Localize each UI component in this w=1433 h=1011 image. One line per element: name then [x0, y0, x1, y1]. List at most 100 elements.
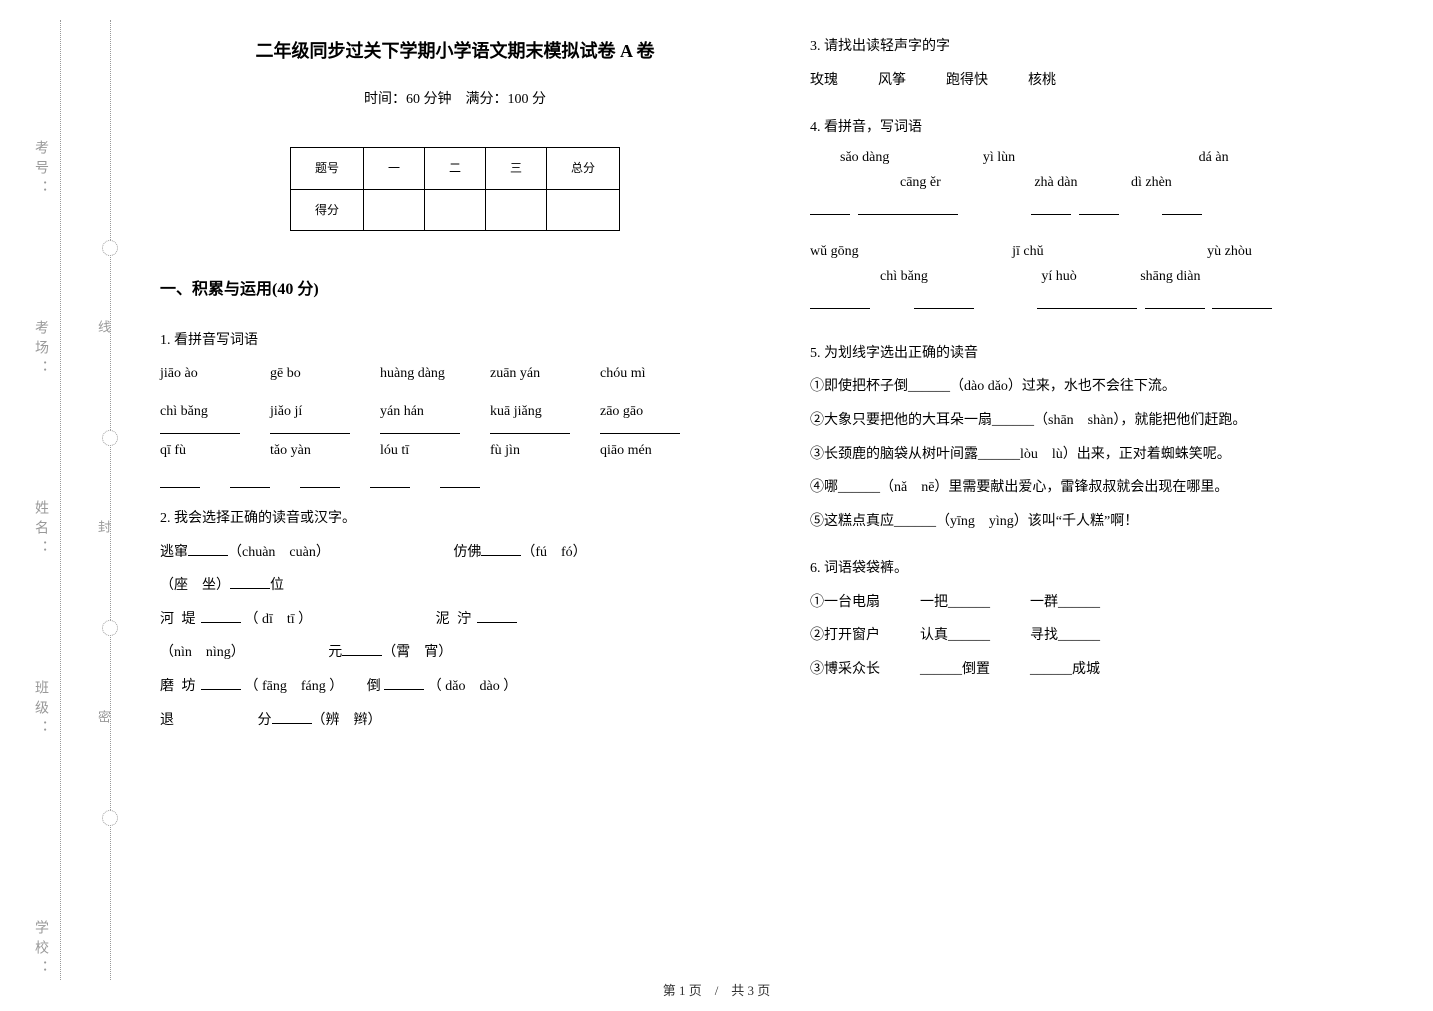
answer-blank[interactable]: [440, 471, 480, 488]
q2-line: （座 坐）位: [160, 569, 750, 603]
exam-subtitle: 时间：60 分钟 满分：100 分: [160, 83, 750, 117]
pinyin: zuān yán: [490, 357, 570, 391]
answer-blanks-row: [810, 289, 1400, 323]
answer-blank[interactable]: [160, 471, 200, 488]
options: （辨 辫）: [312, 713, 382, 728]
seal-text: 线: [94, 320, 113, 337]
pinyin: dì zhèn: [1131, 175, 1172, 190]
answer-blank[interactable]: [201, 606, 241, 623]
seal-circle: [102, 810, 118, 826]
pinyin: zhà dàn: [1034, 175, 1077, 190]
answer-blank[interactable]: [201, 673, 241, 690]
question-stem: 6. 词语袋袋裤。: [810, 552, 1400, 586]
score-cell: [424, 189, 485, 231]
pinyin: shāng diàn: [1140, 269, 1200, 284]
seal-text: 封: [94, 520, 113, 537]
answer-blank[interactable]: [188, 539, 228, 556]
score-header: 总分: [547, 147, 620, 189]
pinyin: cāng ěr: [900, 175, 941, 190]
section-heading: 一、积累与运用(40 分): [160, 271, 750, 309]
word: 仿佛: [453, 545, 481, 560]
score-table: 题号 一 二 三 总分 得分: [290, 147, 620, 232]
answer-blank[interactable]: [370, 471, 410, 488]
word: 分: [258, 713, 272, 728]
answer-blank[interactable]: [914, 292, 974, 309]
q5-item: ①即使把杯子倒______（dào dǎo）过来，水也不会往下流。: [810, 370, 1400, 404]
q6-row: ①一台电扇 一把______ 一群______: [810, 586, 1400, 620]
pinyin-row: qī fù tǎo yàn lóu tī fù jìn qiāo mén: [160, 433, 750, 468]
answer-blank[interactable]: [858, 198, 958, 215]
pinyin: chì bǎng: [880, 269, 928, 284]
pinyin: jiāo ào: [160, 357, 240, 391]
seal-text: 密: [94, 710, 113, 727]
margin-label-name: 姓名：: [30, 500, 50, 560]
answer-blanks-row: [810, 195, 1400, 229]
pinyin: zāo gāo: [600, 395, 680, 429]
answer-blank[interactable]: [272, 707, 312, 724]
pinyin-row: chì bǎng jiǎo jí yán hán kuā jiǎng zāo g…: [160, 395, 750, 429]
seal-line-outer: [110, 20, 111, 980]
q2-line: （nìn nìng） 元（霄 宵）: [160, 636, 750, 670]
left-column: 二年级同步过关下学期小学语文期末模拟试卷 A 卷 时间：60 分钟 满分：100…: [160, 30, 750, 751]
margin-label-school: 学校：: [30, 920, 50, 980]
seal-line-inner: [60, 20, 61, 980]
word: 泥 泞: [436, 612, 474, 627]
answer-blank[interactable]: [1212, 292, 1272, 309]
pinyin: chì bǎng: [160, 395, 240, 429]
pinyin: kuā jiǎng: [490, 395, 570, 429]
question-stem: 4. 看拼音，写词语: [810, 111, 1400, 145]
question-stem: 5. 为划线字选出正确的读音: [810, 337, 1400, 371]
pinyin: jī chǔ: [1012, 244, 1044, 259]
question-stem: 3. 请找出读轻声字的字: [810, 30, 1400, 64]
answer-blank[interactable]: [1079, 198, 1119, 215]
score-header: 二: [424, 147, 485, 189]
question-2: 2. 我会选择正确的读音或汉字。 逃窜（chuàn cuàn） 仿佛（fú fó…: [160, 502, 750, 737]
answer-blank[interactable]: [230, 572, 270, 589]
score-header: 题号: [290, 147, 363, 189]
pinyin: yù zhòu: [1207, 244, 1252, 259]
answer-blank[interactable]: [1162, 198, 1202, 215]
margin-label-exam-id: 考号：: [30, 140, 50, 200]
q5-item: ⑤这糕点真应______（yīng yìng）该叫“千人糕”啊！: [810, 505, 1400, 539]
score-cell: [547, 189, 620, 231]
pinyin: qiāo mén: [600, 433, 680, 468]
q6-row: ②打开窗户 认真______ 寻找______: [810, 619, 1400, 653]
answer-blank[interactable]: [384, 673, 424, 690]
word: ______倒置: [920, 653, 990, 687]
seal-circle: [102, 430, 118, 446]
seal-circle: [102, 620, 118, 636]
answer-blank[interactable]: [1037, 292, 1137, 309]
word: 位: [270, 578, 284, 593]
answer-blank[interactable]: [810, 198, 850, 215]
q2-line: 退 分（辨 辫）: [160, 704, 750, 738]
pinyin-row: jiāo ào gē bo huàng dàng zuān yán chóu m…: [160, 357, 750, 391]
q2-line: 磨 坊 （ fāng fáng ） 倒 （ dǎo dào ）: [160, 670, 750, 704]
answer-blank[interactable]: [481, 539, 521, 556]
word: 跑得快: [946, 64, 988, 98]
pinyin: gē bo: [270, 357, 350, 391]
page-footer: 第 1 页 / 共 3 页: [0, 980, 1433, 999]
q5-item: ③长颈鹿的脑袋从树叶间露______lòu lù）出来，正对着蜘蛛笑呢。: [810, 438, 1400, 472]
margin-label-room: 考场：: [30, 320, 50, 380]
answer-blank[interactable]: [230, 471, 270, 488]
answer-blank[interactable]: [1031, 198, 1071, 215]
answer-blanks-row: [160, 471, 750, 488]
options: （chuàn cuàn）: [228, 545, 330, 560]
options: （霄 宵）: [382, 645, 452, 660]
question-stem: 2. 我会选择正确的读音或汉字。: [160, 502, 750, 536]
answer-blank[interactable]: [342, 640, 382, 657]
answer-blank[interactable]: [1145, 292, 1205, 309]
answer-blank[interactable]: [477, 606, 517, 623]
pinyin-block: wǔ gōng jī chǔ yù zhòu chì bǎng yí huò s…: [810, 239, 1400, 289]
word: 核桃: [1028, 64, 1056, 98]
answer-blank[interactable]: [300, 471, 340, 488]
answer-blank[interactable]: [810, 292, 870, 309]
q5-item: ②大象只要把他的大耳朵一扇______（shān shàn），就能把他们赶跑。: [810, 404, 1400, 438]
right-column: 3. 请找出读轻声字的字 玫瑰 风筝 跑得快 核桃 4. 看拼音，写词语 sǎo…: [810, 30, 1400, 751]
pinyin: yí huò: [1041, 269, 1076, 284]
pinyin: lóu tī: [380, 433, 460, 468]
word: 磨 坊: [160, 679, 198, 694]
question-6: 6. 词语袋袋裤。 ①一台电扇 一把______ 一群______ ②打开窗户 …: [810, 552, 1400, 686]
q5-item: ④哪______（nǎ nē）里需要献出爱心，雷锋叔叔就会出现在哪里。: [810, 471, 1400, 505]
word: ①一台电扇: [810, 586, 880, 620]
